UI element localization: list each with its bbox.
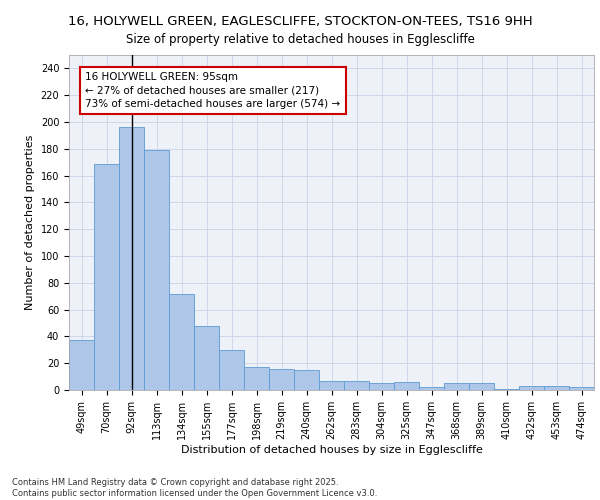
Bar bbox=[194, 326, 219, 390]
Bar bbox=[369, 384, 394, 390]
Bar bbox=[119, 128, 144, 390]
Bar bbox=[219, 350, 244, 390]
Text: Size of property relative to detached houses in Egglescliffe: Size of property relative to detached ho… bbox=[125, 32, 475, 46]
Bar bbox=[144, 150, 169, 390]
Bar bbox=[394, 382, 419, 390]
Bar bbox=[444, 384, 469, 390]
Bar bbox=[269, 368, 294, 390]
X-axis label: Distribution of detached houses by size in Egglescliffe: Distribution of detached houses by size … bbox=[181, 444, 482, 454]
Text: 16, HOLYWELL GREEN, EAGLESCLIFFE, STOCKTON-ON-TEES, TS16 9HH: 16, HOLYWELL GREEN, EAGLESCLIFFE, STOCKT… bbox=[68, 15, 532, 28]
Text: 16 HOLYWELL GREEN: 95sqm
← 27% of detached houses are smaller (217)
73% of semi-: 16 HOLYWELL GREEN: 95sqm ← 27% of detach… bbox=[85, 72, 340, 109]
Bar bbox=[544, 386, 569, 390]
Bar bbox=[519, 386, 544, 390]
Bar bbox=[169, 294, 194, 390]
Bar bbox=[319, 380, 344, 390]
Y-axis label: Number of detached properties: Number of detached properties bbox=[25, 135, 35, 310]
Bar bbox=[69, 340, 94, 390]
Bar bbox=[294, 370, 319, 390]
Bar bbox=[344, 380, 369, 390]
Text: Contains HM Land Registry data © Crown copyright and database right 2025.
Contai: Contains HM Land Registry data © Crown c… bbox=[12, 478, 377, 498]
Bar bbox=[494, 388, 519, 390]
Bar bbox=[94, 164, 119, 390]
Bar bbox=[244, 367, 269, 390]
Bar bbox=[469, 384, 494, 390]
Bar bbox=[569, 388, 594, 390]
Bar bbox=[419, 388, 444, 390]
